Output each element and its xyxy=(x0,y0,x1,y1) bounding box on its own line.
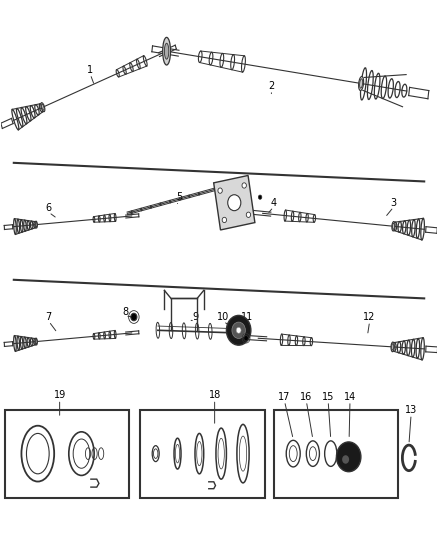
Bar xyxy=(5,410,130,498)
Text: 10: 10 xyxy=(217,312,230,322)
Text: 7: 7 xyxy=(46,312,52,322)
Ellipse shape xyxy=(360,79,363,88)
Ellipse shape xyxy=(42,104,44,110)
Text: 15: 15 xyxy=(322,392,334,402)
Circle shape xyxy=(336,442,361,472)
Bar xyxy=(274,410,398,498)
Circle shape xyxy=(258,195,262,199)
Text: 16: 16 xyxy=(300,392,312,402)
Ellipse shape xyxy=(35,338,37,345)
Text: 12: 12 xyxy=(364,312,376,322)
Circle shape xyxy=(131,313,137,321)
Circle shape xyxy=(242,183,247,188)
Polygon shape xyxy=(214,175,255,230)
Circle shape xyxy=(228,195,241,211)
Circle shape xyxy=(342,455,349,464)
Text: 13: 13 xyxy=(405,405,417,415)
Circle shape xyxy=(218,188,223,193)
Text: 9: 9 xyxy=(192,312,198,322)
Ellipse shape xyxy=(164,43,169,59)
Text: 4: 4 xyxy=(271,198,277,208)
Text: 6: 6 xyxy=(46,203,52,213)
Ellipse shape xyxy=(392,222,395,231)
Ellipse shape xyxy=(35,340,37,344)
Ellipse shape xyxy=(162,37,170,65)
Ellipse shape xyxy=(35,222,37,227)
Circle shape xyxy=(236,327,241,333)
Circle shape xyxy=(222,217,226,223)
Circle shape xyxy=(232,322,245,338)
Ellipse shape xyxy=(392,223,395,229)
Bar xyxy=(141,410,265,498)
Text: 19: 19 xyxy=(53,390,66,400)
Ellipse shape xyxy=(35,221,37,228)
Text: 5: 5 xyxy=(177,192,183,203)
Text: 14: 14 xyxy=(344,392,356,402)
Ellipse shape xyxy=(41,103,45,112)
Text: 17: 17 xyxy=(278,392,291,402)
Text: 18: 18 xyxy=(208,390,221,400)
Text: 3: 3 xyxy=(391,198,397,208)
Ellipse shape xyxy=(391,342,394,352)
Text: 1: 1 xyxy=(87,65,93,75)
Text: 2: 2 xyxy=(268,81,275,91)
Circle shape xyxy=(244,336,248,341)
Ellipse shape xyxy=(392,344,394,350)
Circle shape xyxy=(246,212,251,217)
Circle shape xyxy=(226,316,251,345)
Ellipse shape xyxy=(359,76,364,91)
Text: 8: 8 xyxy=(122,306,128,317)
Text: 11: 11 xyxy=(241,312,254,322)
